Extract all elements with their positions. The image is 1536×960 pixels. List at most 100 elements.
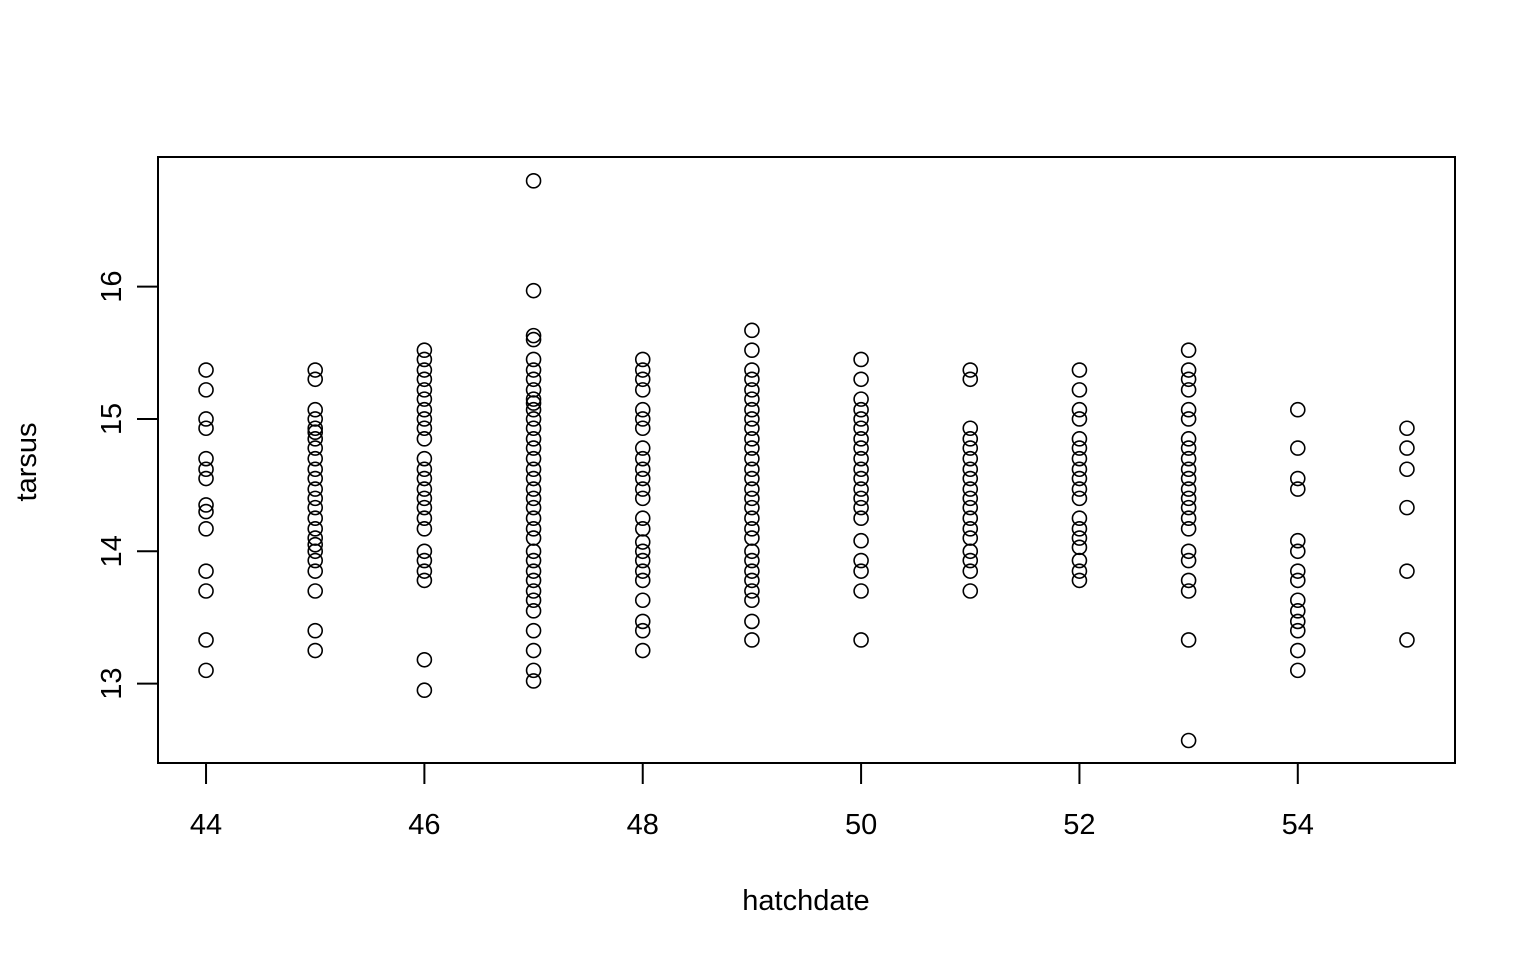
data-point [744, 401, 760, 418]
data-point [525, 461, 542, 478]
data-point [634, 470, 651, 487]
data-point [962, 461, 979, 478]
data-point [525, 411, 542, 427]
data-point [416, 682, 433, 699]
y-axis-title: tarsus [11, 423, 43, 502]
data-point [1071, 539, 1088, 556]
data-point [744, 521, 760, 537]
data-point [1071, 440, 1088, 456]
data-point [416, 543, 433, 560]
data-point [416, 651, 433, 668]
data-point [1071, 411, 1088, 427]
data-point [744, 563, 760, 579]
data-point [525, 420, 542, 437]
data-point [744, 552, 760, 569]
data-point [198, 420, 214, 437]
data-point [1180, 521, 1197, 537]
data-point [198, 461, 214, 478]
data-point [744, 470, 760, 487]
data-point [634, 420, 651, 437]
data-point [416, 411, 433, 427]
data-point [634, 572, 651, 589]
data-point [525, 592, 542, 609]
data-point [525, 543, 542, 560]
data-point [744, 420, 760, 437]
data-point [1180, 461, 1197, 478]
data-point [1071, 382, 1088, 398]
data-point [1180, 371, 1197, 388]
data-point [307, 642, 324, 659]
data-point [744, 481, 760, 497]
data-point [853, 411, 869, 427]
x-tick-label: 52 [1063, 809, 1095, 841]
data-point [1289, 401, 1306, 418]
data-point [634, 450, 651, 467]
data-point [1071, 481, 1088, 497]
data-point [525, 481, 542, 497]
data-point [1071, 362, 1088, 378]
data-point [634, 510, 651, 527]
data-point [634, 543, 651, 560]
data-point [416, 499, 433, 516]
data-point [1180, 342, 1197, 358]
data-point [1180, 510, 1197, 527]
data-point [1071, 450, 1088, 467]
data-point [853, 401, 869, 418]
data-point [1180, 411, 1197, 427]
data-point [962, 450, 979, 467]
data-point [525, 440, 542, 456]
data-point [634, 382, 651, 398]
data-point [525, 395, 542, 411]
data-point [1399, 420, 1415, 437]
data-point [525, 351, 542, 368]
data-point [1180, 583, 1197, 599]
data-point [634, 622, 651, 639]
data-point [853, 499, 869, 516]
data-point [744, 572, 760, 589]
data-point [853, 461, 869, 478]
data-point [962, 420, 979, 437]
data-point [1180, 632, 1197, 648]
data-point [1071, 431, 1088, 447]
x-axis-title: hatchdate [742, 885, 869, 917]
data-point [853, 470, 869, 487]
data-point [634, 592, 651, 609]
data-point [744, 411, 760, 427]
data-point [634, 642, 651, 659]
data-point [744, 490, 760, 507]
data-point [1180, 481, 1197, 497]
data-point [525, 331, 542, 348]
data-point [1399, 499, 1415, 516]
data-point [1289, 613, 1306, 630]
data-point [307, 521, 324, 537]
data-point [1289, 603, 1306, 619]
data-point [853, 420, 869, 437]
data-point [744, 440, 760, 456]
data-point [962, 481, 979, 497]
data-point [744, 632, 760, 648]
data-point [525, 450, 542, 467]
data-point [1399, 461, 1415, 478]
data-point [744, 382, 760, 398]
data-point [744, 592, 760, 609]
data-point [853, 632, 869, 648]
data-point [634, 563, 651, 579]
data-point [307, 543, 324, 560]
x-tick-label: 54 [1282, 809, 1314, 841]
x-tick-label: 50 [845, 809, 877, 841]
data-points [198, 173, 1415, 749]
data-point [853, 552, 869, 569]
data-point [1180, 552, 1197, 569]
data-point [962, 490, 979, 507]
data-point [744, 391, 760, 407]
data-point [634, 371, 651, 388]
data-point [416, 481, 433, 497]
data-point [962, 543, 979, 560]
data-point [1289, 563, 1306, 579]
data-point [307, 510, 324, 527]
data-point [416, 342, 433, 358]
data-point [962, 583, 979, 599]
data-point [744, 543, 760, 560]
data-point [1289, 642, 1306, 659]
